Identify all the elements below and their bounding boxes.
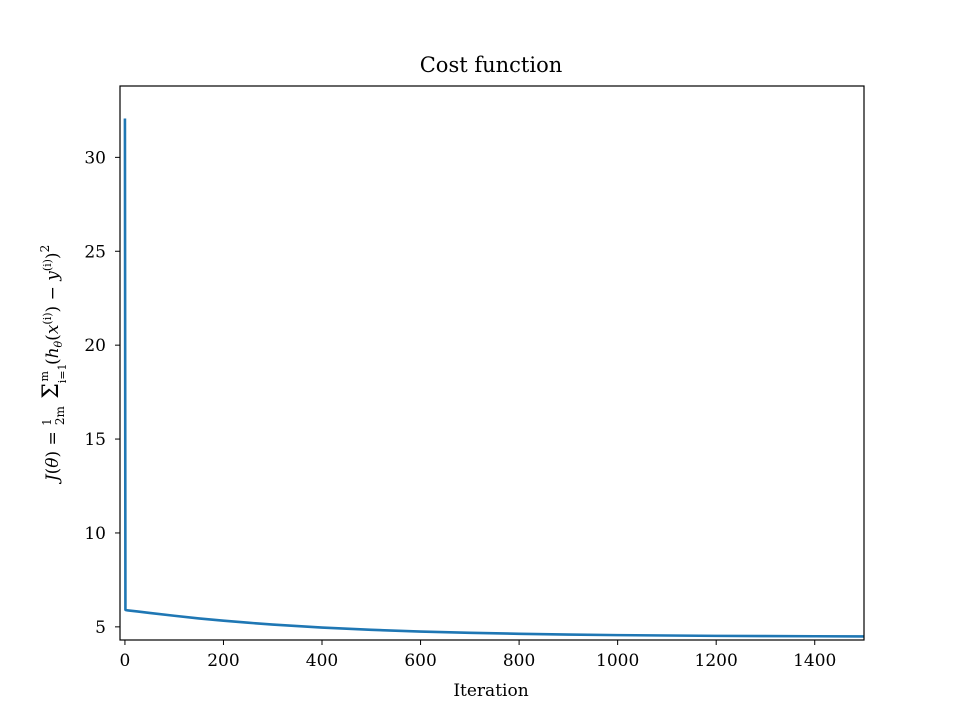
x-tick-label: 800	[503, 651, 535, 671]
x-axis-ticks: 0 200 400 600 800 1000 1200 1400	[120, 640, 836, 671]
y-axis-label: J(θ) = 12m Σi=1m(hθ(x(i)) − y(i))2	[38, 245, 69, 484]
y-tick-label: 5	[95, 618, 106, 638]
plot-frame	[119, 85, 865, 641]
x-tick-label: 200	[207, 651, 239, 671]
x-tick-label: 600	[404, 651, 436, 671]
series-layer	[123, 118, 865, 638]
x-tick-label: 0	[120, 651, 131, 671]
x-axis-label: Iteration	[453, 681, 528, 701]
plot-area	[120, 86, 864, 640]
x-tick-label: 1000	[596, 651, 639, 671]
y-tick-label: 10	[84, 524, 106, 544]
y-tick-label: 30	[84, 148, 106, 168]
chart-title: Cost function	[420, 53, 563, 77]
x-tick-label: 1400	[793, 651, 836, 671]
y-tick-label: 25	[84, 242, 106, 262]
x-tick-label: 1200	[695, 651, 738, 671]
y-axis-ticks: 5 10 15 20 25 30	[84, 148, 120, 638]
series-line-0	[123, 118, 865, 638]
y-tick-label: 15	[84, 430, 106, 450]
x-tick-label: 400	[306, 651, 338, 671]
y-tick-label: 20	[84, 336, 106, 356]
svg-text:J(θ) = 12m Σi=1m(hθ(x(i)) − y(: J(θ) = 12m Σi=1m(hθ(x(i)) − y(i))2	[38, 245, 69, 484]
